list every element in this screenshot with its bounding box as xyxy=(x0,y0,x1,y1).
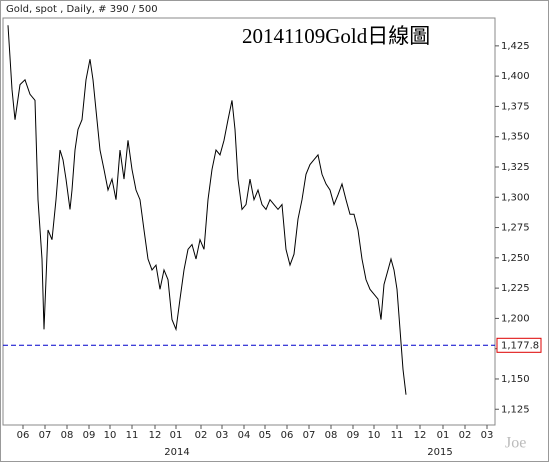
year-label: 2014 xyxy=(164,447,189,458)
x-tick-label: 04 xyxy=(238,430,251,441)
x-tick-label: 05 xyxy=(259,430,272,441)
y-tick-label: 1,325 xyxy=(501,162,530,173)
y-tick-label: 1,350 xyxy=(501,132,530,143)
year-label: 2015 xyxy=(427,447,452,458)
x-tick-label: 06 xyxy=(281,430,294,441)
x-tick-label: 10 xyxy=(368,430,381,441)
x-tick-label: 06 xyxy=(17,430,30,441)
x-tick-label: 08 xyxy=(61,430,74,441)
x-tick-label: 10 xyxy=(104,430,117,441)
y-tick-label: 1,250 xyxy=(501,253,530,264)
x-tick-label: 12 xyxy=(414,430,427,441)
chart-title: 20141109Gold日線圖 xyxy=(242,24,430,48)
reference-label-box xyxy=(496,337,542,353)
x-tick-label: 03 xyxy=(481,430,494,441)
y-tick-label: 1,375 xyxy=(501,101,530,112)
x-tick-label: 11 xyxy=(391,430,404,441)
plot-area xyxy=(2,17,496,426)
y-tick-label: 1,125 xyxy=(501,404,530,415)
y-tick-label: 1,150 xyxy=(501,374,530,385)
y-tick-label: 1,200 xyxy=(501,313,530,324)
x-tick-label: 01 xyxy=(437,430,450,441)
x-tick-label: 07 xyxy=(39,430,52,441)
y-tick-label: 1,300 xyxy=(501,192,530,203)
x-tick-label: 09 xyxy=(347,430,360,441)
x-tick-label: 08 xyxy=(325,430,338,441)
x-tick-label: 01 xyxy=(170,430,183,441)
x-tick-label: 07 xyxy=(303,430,316,441)
x-tick-label: 09 xyxy=(83,430,96,441)
x-tick-label: 02 xyxy=(459,430,472,441)
price-line xyxy=(7,25,407,395)
watermark: Joe xyxy=(505,435,526,452)
x-tick-label: 12 xyxy=(149,430,162,441)
y-tick-label: 1,275 xyxy=(501,223,530,234)
info-text: Gold, spot , Daily, # 390 / 500 xyxy=(6,4,158,15)
reference-label: 1,177.8 xyxy=(501,340,539,351)
y-tick-label: 1,425 xyxy=(501,41,530,52)
y-tick-label: 1,400 xyxy=(501,71,530,82)
x-tick-label: 03 xyxy=(216,430,229,441)
y-tick-label: 1,225 xyxy=(501,283,530,294)
x-tick-label: 02 xyxy=(195,430,208,441)
x-tick-label: 11 xyxy=(126,430,139,441)
